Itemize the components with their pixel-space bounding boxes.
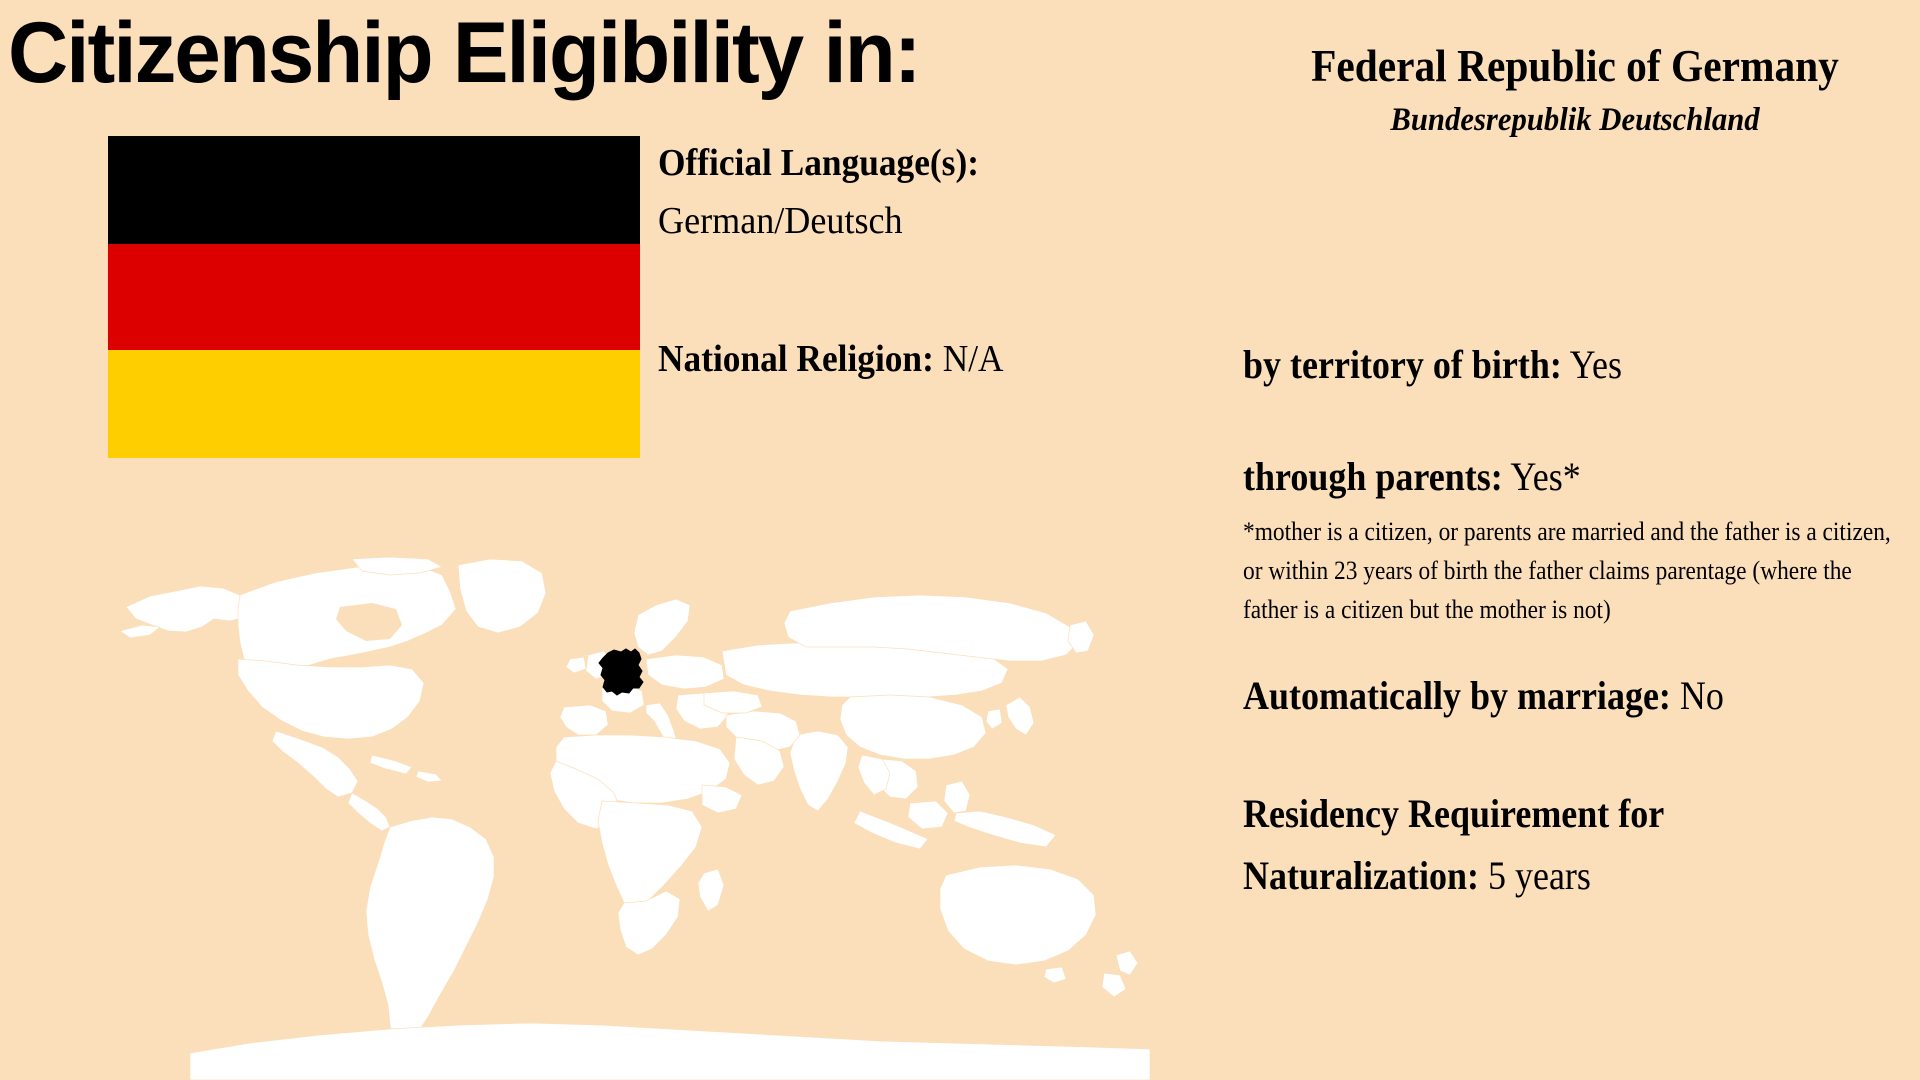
world-map-svg: [119, 556, 1151, 1080]
land-baltic-poland: [645, 654, 725, 690]
land-hudson-bay-rim: [336, 603, 402, 641]
germany-shape: [598, 648, 644, 696]
land-southern-africa: [617, 890, 681, 956]
land-china: [839, 694, 987, 760]
national-religion-line: National Religion: N/A: [658, 336, 1142, 382]
residency-label: Residency Requirement for Naturalization…: [1243, 791, 1664, 898]
land-antarctica: [189, 1022, 1151, 1080]
land-india: [789, 730, 849, 812]
land-borneo: [907, 800, 949, 830]
through-parents-footnote: *mother is a citizen, or parents are mar…: [1243, 517, 1891, 624]
land-alaska: [125, 585, 252, 633]
land-tasmania: [1043, 966, 1067, 984]
land-ireland: [565, 656, 587, 674]
land-new-zealand: [1115, 950, 1139, 976]
national-religion-value: N/A: [942, 338, 1004, 380]
land-canadian-arctic: [351, 556, 443, 576]
map-landmasses: [119, 556, 1151, 1080]
marriage-line: Automatically by marriage: No: [1243, 671, 1855, 721]
territory-of-birth-value: Yes: [1569, 342, 1622, 387]
land-iberia: [559, 704, 609, 736]
land-philippines: [943, 780, 971, 814]
map-highlight-germany: [598, 648, 644, 696]
land-indochina: [857, 754, 891, 796]
land-scandinavia: [633, 598, 691, 656]
land-australia: [939, 864, 1097, 966]
through-parents-value: Yes*: [1510, 454, 1581, 499]
land-korea: [985, 708, 1003, 730]
land-hispaniola: [415, 770, 443, 783]
land-mexico: [271, 730, 359, 798]
flag-of-germany: [108, 136, 640, 458]
land-new-zealand-south: [1101, 972, 1127, 998]
land-cuba: [369, 754, 413, 775]
eligibility-panel: by territory of birth: Yes through paren…: [1243, 340, 1920, 907]
land-japan: [1005, 696, 1035, 736]
through-parents-label: through parents:: [1243, 454, 1503, 499]
national-religion-label: National Religion:: [658, 338, 934, 380]
official-language-block: Official Language(s): German/Deutsch: [658, 140, 1178, 244]
national-religion-block: National Religion: N/A: [658, 336, 1178, 382]
flag-stripe-red: [108, 244, 640, 351]
land-usa: [237, 658, 425, 740]
official-language-label: Official Language(s):: [658, 142, 979, 184]
residency-line: Residency Requirement for Naturalization…: [1243, 783, 1855, 907]
land-kamchatka: [1067, 620, 1095, 654]
land-central-africa: [597, 800, 703, 912]
land-horn-of-africa: [701, 784, 743, 814]
world-map: [90, 555, 1160, 1080]
land-turkey-caucasus: [703, 690, 763, 714]
residency-value: 5 years: [1487, 853, 1591, 898]
page-title: Citizenship Eligibility in:: [8, 5, 922, 101]
flag-stripe-gold: [108, 350, 640, 458]
land-sulawesi-newguinea: [953, 810, 1057, 848]
land-siberia: [783, 594, 1079, 662]
land-central-america: [347, 792, 391, 832]
land-madagascar: [697, 868, 725, 912]
territory-of-birth-label: by territory of birth:: [1243, 342, 1562, 387]
land-aleutians: [119, 624, 161, 639]
country-native-name: Bundesrepublik Deutschland: [1390, 102, 1760, 138]
land-greenland: [457, 558, 547, 634]
country-official-name: Federal Republic of Germany: [1311, 41, 1839, 91]
land-arabia: [733, 736, 785, 786]
country-name-block: Federal Republic of Germany Bundesrepubl…: [1230, 40, 1920, 142]
marriage-value: No: [1679, 673, 1724, 718]
flag-stripe-black: [108, 136, 640, 245]
marriage-label: Automatically by marriage:: [1243, 673, 1671, 718]
official-language-value: German/Deutsch: [658, 200, 903, 242]
land-south-america: [365, 816, 495, 1048]
through-parents-line: through parents: Yes*: [1243, 452, 1855, 502]
country-facts-panel: Official Language(s): German/Deutsch Nat…: [658, 140, 1178, 382]
territory-of-birth-line: by territory of birth: Yes: [1243, 340, 1855, 390]
land-sumatra-java: [853, 810, 929, 850]
